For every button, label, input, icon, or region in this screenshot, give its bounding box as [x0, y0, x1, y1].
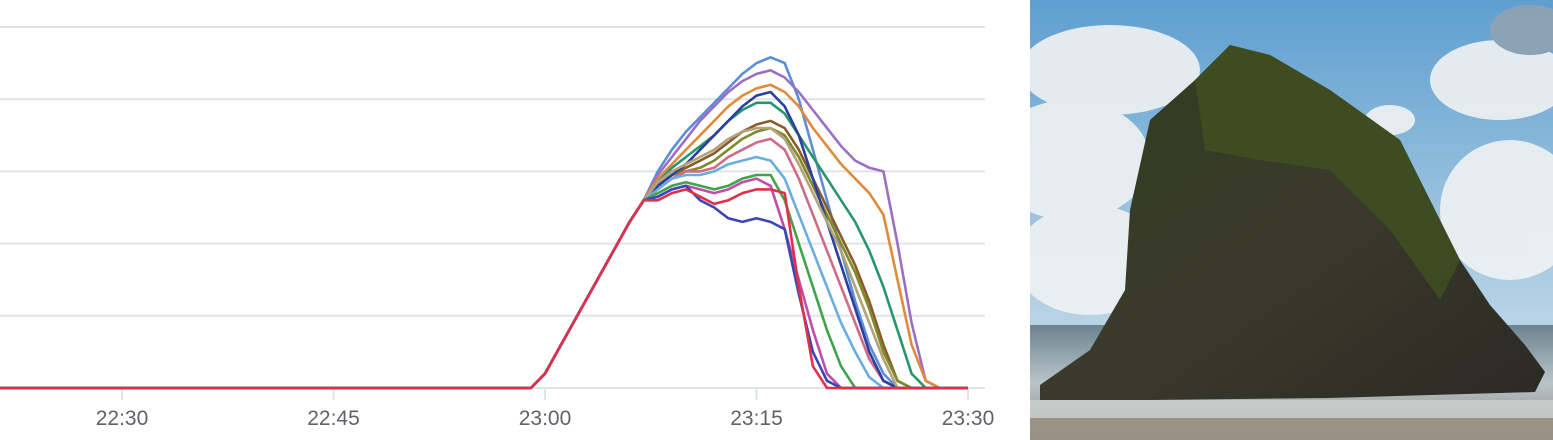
gridlines [0, 26, 985, 389]
rock-photo [1030, 0, 1553, 440]
x-tick-label: 23:00 [519, 407, 572, 430]
rock [1040, 45, 1545, 400]
series-line-9 [0, 126, 968, 390]
beach-sand [1030, 418, 1553, 440]
series-line-6 [0, 126, 968, 390]
x-tick-label: 23:30 [942, 407, 995, 430]
rock-vegetation [1195, 45, 1460, 300]
x-tick-label: 22:45 [307, 407, 360, 430]
x-axis: 22:30 22:45 23:00 23:15 23:30 [96, 388, 995, 430]
series-line-1 [0, 55, 968, 390]
series-line-7 [0, 137, 968, 390]
x-tick-label: 23:15 [730, 407, 783, 430]
series-line-2 [0, 69, 968, 390]
series-line-5 [0, 119, 968, 390]
x-tick-label: 22:30 [96, 407, 149, 430]
series-lines [0, 55, 968, 390]
series-line-4 [0, 101, 968, 390]
line-chart: 22:30 22:45 23:00 23:15 23:30 [0, 26, 995, 430]
series-line-14 [0, 188, 968, 390]
series-line-10 [0, 155, 968, 390]
series-line-3 [0, 83, 968, 390]
